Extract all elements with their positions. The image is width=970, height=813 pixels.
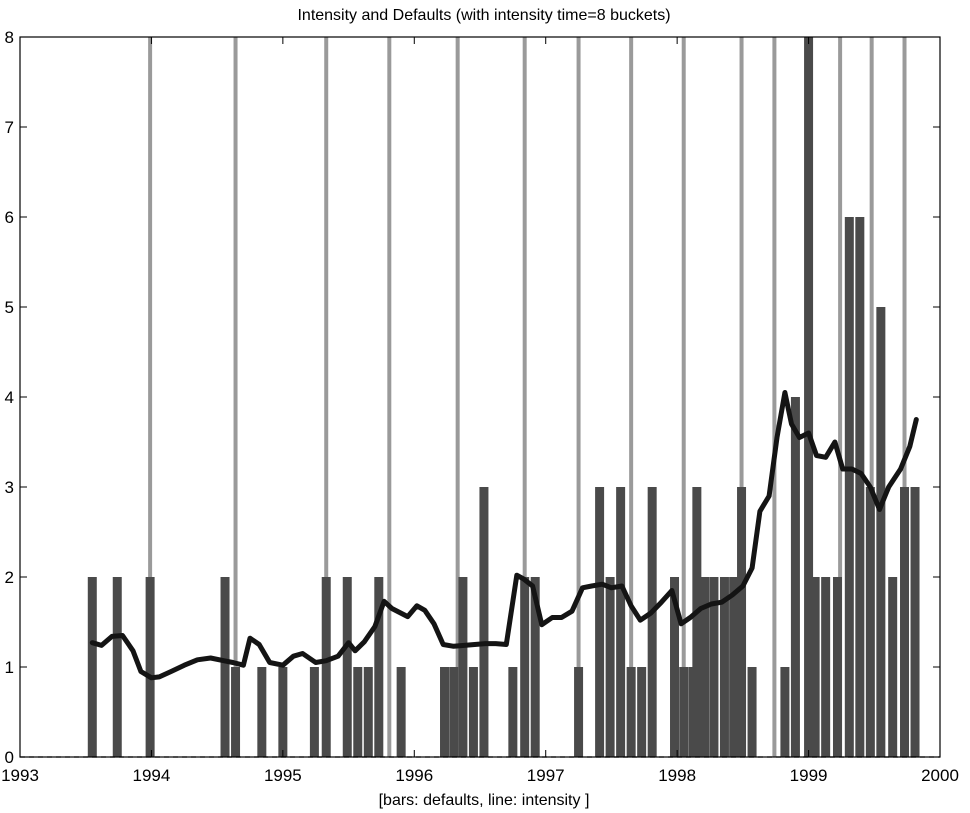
default-bar-0 <box>87 577 97 757</box>
default-bar-42 <box>810 577 820 757</box>
default-bar-13 <box>396 667 406 757</box>
default-bar-29 <box>670 577 680 757</box>
default-bar-34 <box>709 577 719 757</box>
default-bar-3 <box>220 577 230 757</box>
x-tick-label-6: 1999 <box>790 766 828 785</box>
y-tick-label-7: 7 <box>5 118 14 137</box>
default-bar-40 <box>790 397 800 757</box>
x-tick-label-4: 1997 <box>527 766 565 785</box>
default-bar-27 <box>637 667 647 757</box>
default-bar-36 <box>729 577 739 757</box>
default-bar-38 <box>747 667 757 757</box>
default-bar-23 <box>595 487 605 757</box>
default-bar-49 <box>888 577 898 757</box>
default-bar-12 <box>374 577 384 757</box>
default-bar-11 <box>363 667 373 757</box>
y-tick-label-1: 1 <box>5 658 14 677</box>
default-bar-47 <box>865 487 875 757</box>
default-bar-33 <box>700 577 710 757</box>
default-bar-6 <box>278 667 288 757</box>
chart-title: Intensity and Defaults (with intensity t… <box>297 7 670 24</box>
default-bars <box>87 37 920 757</box>
y-tick-label-5: 5 <box>5 298 14 317</box>
default-bar-2 <box>145 577 155 757</box>
x-tick-label-1: 1994 <box>133 766 171 785</box>
default-bar-4 <box>231 667 241 757</box>
default-bar-14 <box>440 667 450 757</box>
default-bar-20 <box>520 577 530 757</box>
y-tick-label-4: 4 <box>5 388 14 407</box>
default-bar-39 <box>780 667 790 757</box>
default-bar-26 <box>626 667 636 757</box>
default-bar-10 <box>353 667 363 757</box>
default-bar-7 <box>309 667 319 757</box>
default-bar-17 <box>468 667 478 757</box>
y-tick-label-8: 8 <box>5 28 14 47</box>
default-bar-1 <box>112 577 122 757</box>
axis-ticks: 1993 1994 1995 1996 1997 1998 1999 2000 0 1 2 3 4 5 6 7… <box>1 28 959 785</box>
x-tick-label-0: 1993 <box>1 766 39 785</box>
default-bar-45 <box>844 217 854 757</box>
y-tick-label-3: 3 <box>5 478 14 497</box>
default-bar-8 <box>321 577 331 757</box>
y-tick-label-2: 2 <box>5 568 14 587</box>
default-bar-30 <box>679 667 689 757</box>
default-bar-43 <box>821 577 831 757</box>
default-bar-32 <box>692 487 702 757</box>
default-bar-9 <box>342 577 352 757</box>
default-bar-28 <box>647 487 657 757</box>
default-bar-51 <box>910 487 920 757</box>
default-bar-15 <box>449 667 459 757</box>
x-tick-label-7: 2000 <box>921 766 959 785</box>
y-tick-label-6: 6 <box>5 208 14 227</box>
default-bar-21 <box>530 577 540 757</box>
default-bar-16 <box>458 577 468 757</box>
default-bar-19 <box>508 667 518 757</box>
default-bar-48 <box>876 307 886 757</box>
y-tick-label-0: 0 <box>5 748 14 767</box>
default-bar-25 <box>616 487 626 757</box>
default-bar-24 <box>605 577 615 757</box>
default-bar-22 <box>574 667 584 757</box>
intensity-line <box>89 390 919 681</box>
default-bar-44 <box>832 577 842 757</box>
default-bar-35 <box>719 577 729 757</box>
default-bar-50 <box>900 487 910 757</box>
x-tick-label-3: 1996 <box>395 766 433 785</box>
default-bar-18 <box>479 487 489 757</box>
default-bar-46 <box>855 217 865 757</box>
default-bar-37 <box>737 487 747 757</box>
intensity-line-layer <box>89 390 919 681</box>
x-tick-label-5: 1998 <box>658 766 696 785</box>
x-axis-label: [bars: defaults, line: intensity ] <box>379 792 590 809</box>
default-bar-5 <box>257 667 267 757</box>
x-tick-label-2: 1995 <box>264 766 302 785</box>
default-bar-41 <box>804 37 814 757</box>
